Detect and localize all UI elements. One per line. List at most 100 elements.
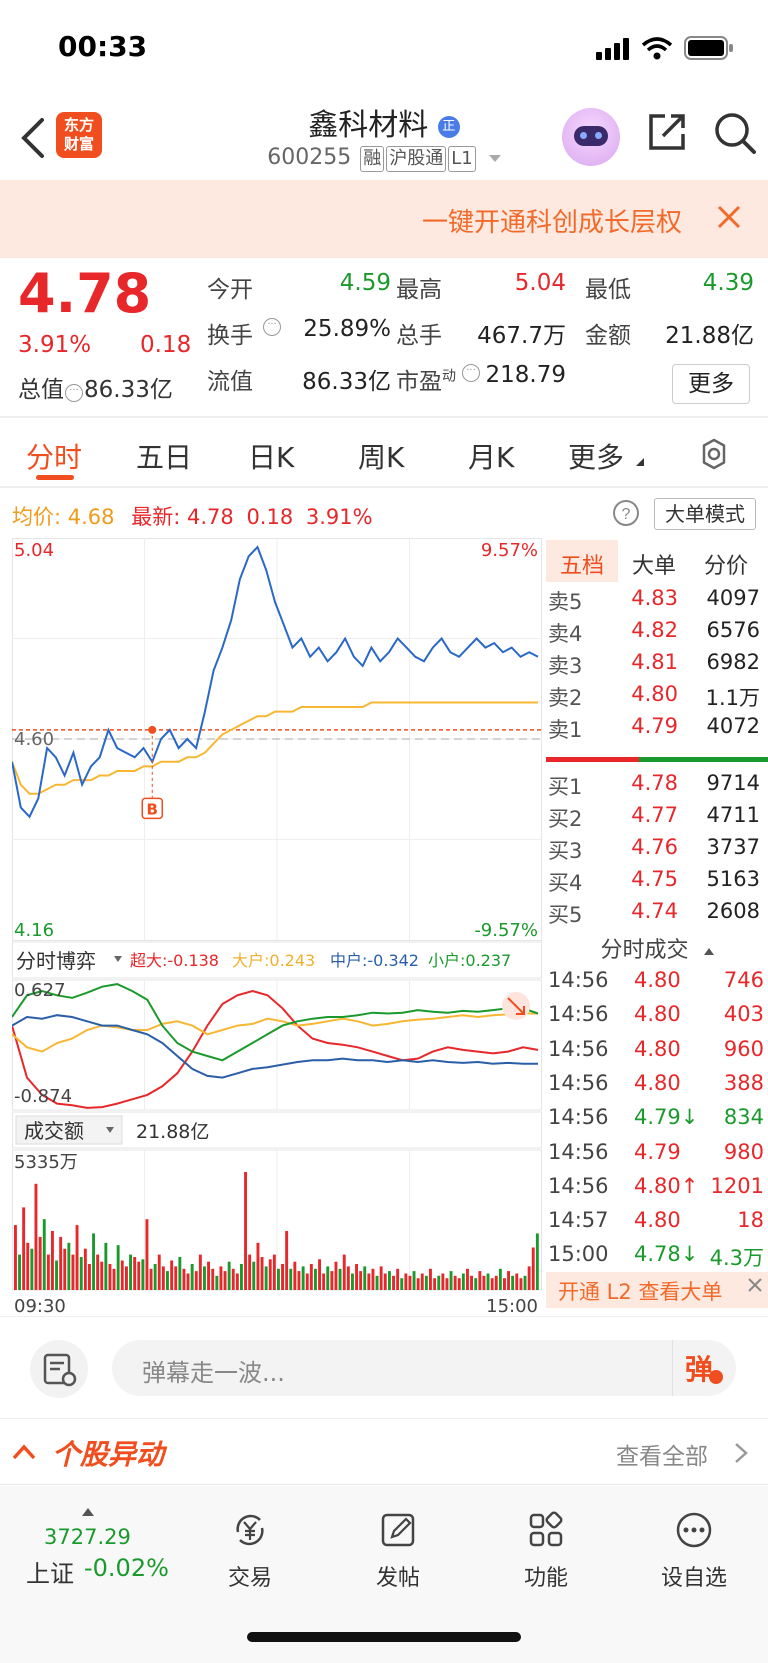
- tick-vol: 18: [737, 1208, 764, 1233]
- tick-row: 14:57 4.80 18: [548, 1208, 764, 1241]
- total-value: 86.33亿: [84, 377, 173, 403]
- ob-vol: 9714: [706, 771, 760, 795]
- time-start: 09:30: [14, 1296, 66, 1316]
- view-all-link[interactable]: 查看全部: [616, 1444, 708, 1470]
- gear-icon[interactable]: [697, 437, 731, 471]
- index-value[interactable]: 3727.29: [44, 1525, 131, 1549]
- tab-5[interactable]: 更多: [568, 441, 625, 474]
- volume-bar: [51, 1231, 54, 1290]
- order-book-row[interactable]: 买5 4.74 2608: [546, 899, 768, 931]
- ob-price: 4.79: [631, 714, 678, 738]
- tab-4[interactable]: 月K: [468, 441, 515, 474]
- svg-text:?: ?: [622, 506, 631, 523]
- game-legend-1: 大户:0.243: [232, 951, 315, 970]
- robot-assistant-avatar[interactable]: [562, 108, 620, 166]
- volume-bar: [346, 1266, 350, 1290]
- close-icon[interactable]: [746, 1276, 764, 1294]
- volume-bar: [461, 1273, 465, 1290]
- danmu-input[interactable]: 弹幕走一波... 弹: [112, 1340, 736, 1396]
- tick-time: 15:00: [548, 1242, 609, 1267]
- caret-up-icon: [82, 1508, 94, 1516]
- volume-bar: [416, 1278, 420, 1290]
- more-dots-icon: [676, 1512, 712, 1548]
- danmu-placeholder: 弹幕走一波...: [142, 1359, 285, 1387]
- legend-sep: :: [162, 951, 167, 970]
- tab-price-dist[interactable]: 分价: [704, 554, 749, 579]
- latest-pct: 3.91%: [305, 505, 373, 529]
- volume-bar: [531, 1247, 535, 1290]
- quote-value: 21.88亿: [665, 323, 754, 349]
- nav-trade[interactable]: 交易: [200, 1510, 300, 1592]
- danmu-send-button[interactable]: 弹: [672, 1340, 737, 1396]
- divider: [0, 1418, 768, 1419]
- caret-icon: [636, 458, 644, 466]
- volume-bar: [67, 1242, 71, 1290]
- order-book-row[interactable]: 卖3 4.81 6982: [546, 650, 768, 682]
- tick-time: 14:56: [548, 1105, 609, 1130]
- tick-row: 15:00 4.78↓ 4.3万: [548, 1242, 764, 1275]
- volume-bar: [507, 1271, 510, 1290]
- promo-banner[interactable]: 一键开通科创成长层权: [0, 180, 768, 258]
- legend-name: 大户: [232, 951, 264, 970]
- nav-functions[interactable]: 功能: [496, 1510, 596, 1592]
- tick-price: 4.80: [634, 1002, 681, 1027]
- info-dots-icon[interactable]: ···: [263, 318, 281, 336]
- volume-bar: [42, 1219, 46, 1290]
- volume-bar: [392, 1275, 395, 1290]
- order-book-row[interactable]: 卖5 4.83 4097: [546, 586, 768, 618]
- back-button[interactable]: [14, 112, 54, 164]
- tab-big-orders[interactable]: 大单: [632, 554, 677, 579]
- tick-price: 4.80↑: [634, 1173, 699, 1198]
- order-book-row[interactable]: 卖1 4.79 4072: [546, 714, 768, 746]
- volume-bar: [408, 1275, 412, 1290]
- chevron-up-icon[interactable]: [10, 1440, 38, 1464]
- intraday-chart[interactable]: B 分时博弈 超大:-0.138 大户:0.243 中户:-0.342 小户:0.237…: [12, 538, 542, 1316]
- tick-title[interactable]: 分时成交: [546, 932, 768, 964]
- more-button[interactable]: 更多: [672, 364, 750, 404]
- quote-label: 金额: [585, 323, 631, 349]
- info-dots-icon[interactable]: ···: [462, 364, 480, 382]
- volume-bar: [375, 1275, 379, 1290]
- order-book-row[interactable]: 买4 4.75 5163: [546, 867, 768, 899]
- l2-upgrade-banner[interactable]: 开通 L2 查看大单: [546, 1272, 768, 1308]
- legend-sep: :: [460, 951, 465, 970]
- ob-vol: 1.1万: [705, 686, 760, 710]
- volume-bar: [14, 1225, 17, 1290]
- big-order-mode-button[interactable]: 大单模式: [654, 498, 756, 530]
- ob-price: 4.81: [631, 650, 678, 674]
- order-book-row[interactable]: 买2 4.77 4711: [546, 803, 768, 835]
- volume-bar: [235, 1273, 239, 1290]
- nav-post[interactable]: 发帖: [348, 1510, 448, 1592]
- ob-vol: 4097: [706, 586, 760, 610]
- tab-five-levels[interactable]: 五档: [560, 554, 605, 579]
- stock-name-title[interactable]: 鑫科材料 正: [0, 100, 768, 144]
- tick-row: 14:56 4.80 403: [548, 1002, 764, 1035]
- share-icon[interactable]: [645, 110, 689, 154]
- order-book-row[interactable]: 卖4 4.82 6576: [546, 618, 768, 650]
- volume-bar: [166, 1271, 169, 1290]
- tab-2[interactable]: 日K: [248, 441, 295, 474]
- nav-watchlist[interactable]: 设自选: [644, 1510, 744, 1592]
- info-dots-icon[interactable]: ···: [65, 384, 83, 402]
- chevron-right-icon[interactable]: [732, 1441, 750, 1465]
- note-button[interactable]: [30, 1340, 88, 1398]
- tab-0[interactable]: 分时: [26, 441, 83, 474]
- help-icon[interactable]: ?: [612, 499, 640, 527]
- order-book-row[interactable]: 卖2 4.80 1.1万: [546, 682, 768, 714]
- index-name[interactable]: 上证: [26, 1560, 74, 1588]
- volume-bar: [457, 1278, 461, 1290]
- expand-arrow-icon: [507, 997, 525, 1015]
- edit-icon: [381, 1513, 415, 1547]
- stock-subtitle[interactable]: 600255 融沪股通 L1: [0, 145, 768, 172]
- tab-3[interactable]: 周K: [358, 441, 405, 474]
- order-book-row[interactable]: 买3 4.76 3737: [546, 835, 768, 867]
- axis-mid-price: 4.60: [14, 729, 54, 750]
- game-line-blue: [12, 1014, 538, 1079]
- stock-movement-title: 个股异动: [52, 1438, 165, 1471]
- search-icon[interactable]: [712, 110, 758, 156]
- index-pct[interactable]: -0.02%: [84, 1554, 169, 1582]
- order-book-row[interactable]: 买1 4.78 9714: [546, 771, 768, 803]
- tick-price: 4.79↓: [634, 1105, 699, 1130]
- close-icon[interactable]: [714, 202, 744, 232]
- tab-1[interactable]: 五日: [136, 441, 193, 474]
